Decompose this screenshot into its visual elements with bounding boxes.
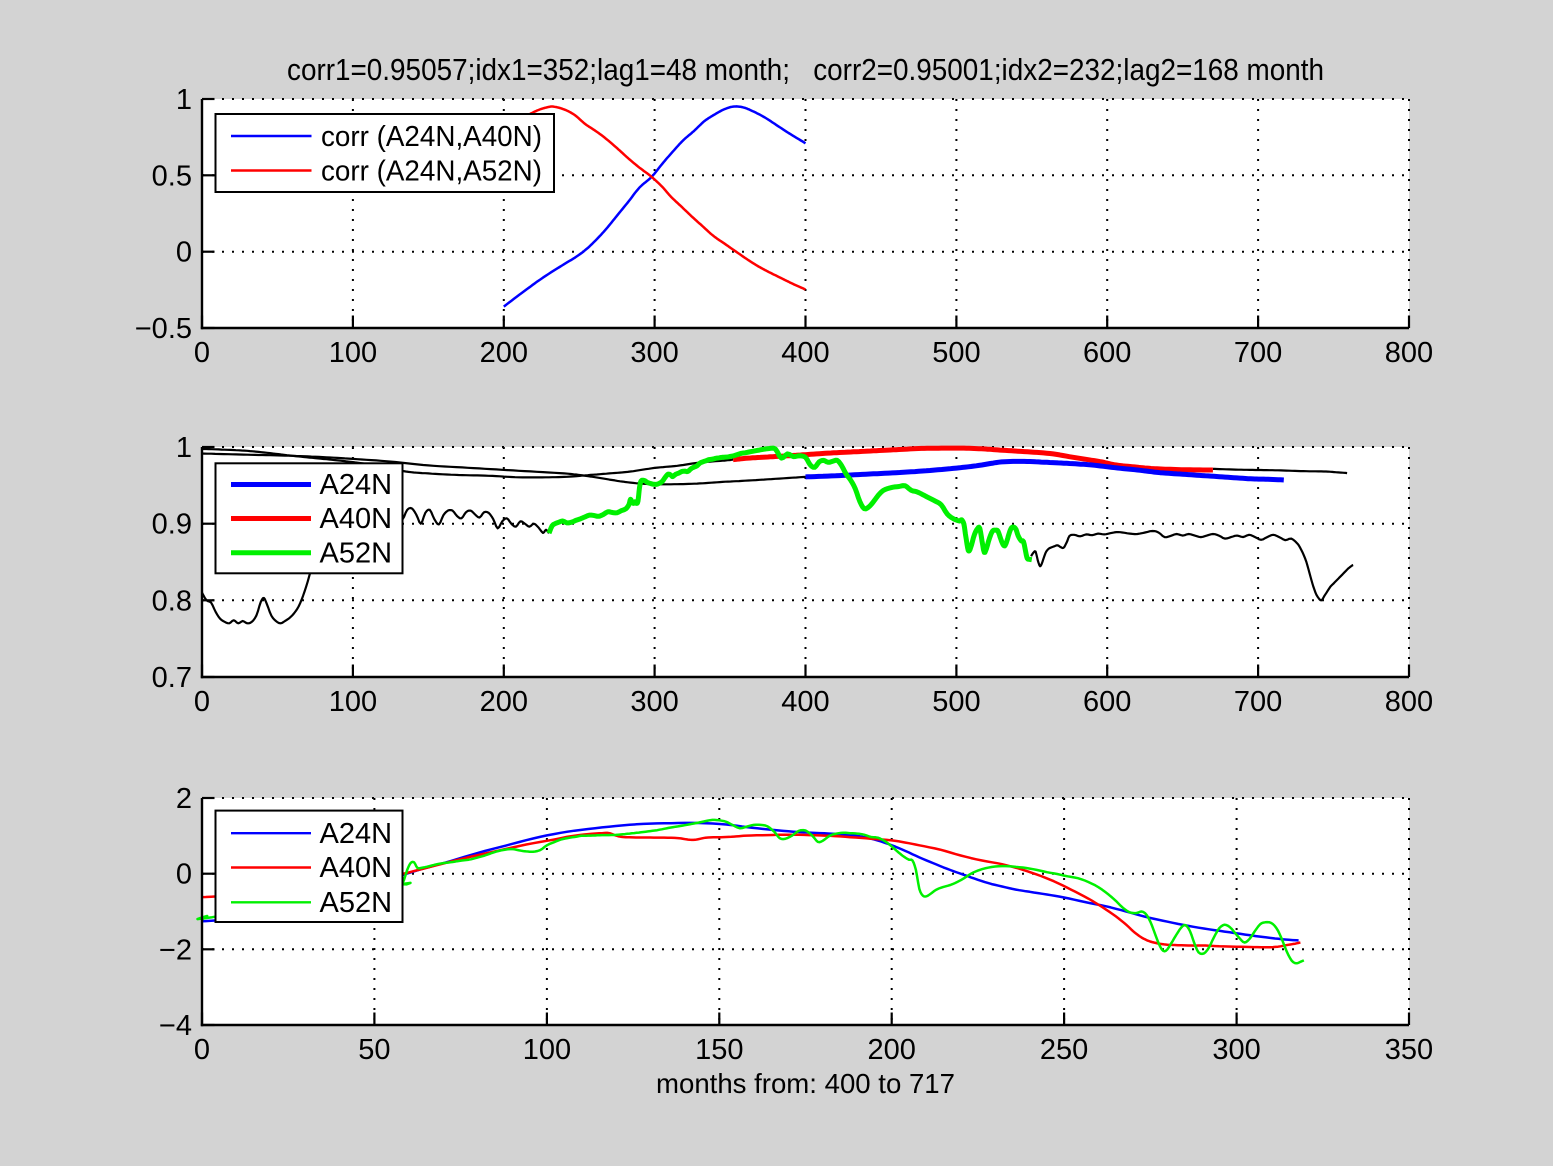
svg-text:0.7: 0.7 [152, 662, 192, 694]
svg-text:0.5: 0.5 [152, 160, 192, 192]
svg-text:500: 500 [932, 337, 980, 369]
svg-text:500: 500 [932, 686, 980, 718]
svg-text:corr1=0.95057;idx1=352;lag1=48: corr1=0.95057;idx1=352;lag1=48 month; co… [287, 52, 1324, 87]
svg-text:700: 700 [1234, 686, 1282, 718]
svg-text:250: 250 [1040, 1034, 1088, 1066]
svg-text:200: 200 [868, 1034, 916, 1066]
svg-text:100: 100 [329, 686, 377, 718]
svg-text:200: 200 [480, 686, 528, 718]
svg-text:A52N: A52N [320, 537, 393, 569]
svg-text:0.8: 0.8 [152, 585, 192, 617]
svg-text:months from: 400 to 717: months from: 400 to 717 [656, 1068, 955, 1099]
svg-text:−4: −4 [159, 1010, 192, 1042]
svg-text:A24N: A24N [320, 818, 393, 850]
svg-text:300: 300 [630, 337, 678, 369]
svg-text:2: 2 [176, 783, 192, 815]
svg-text:400: 400 [781, 686, 829, 718]
svg-text:800: 800 [1385, 686, 1433, 718]
svg-text:corr (A24N,A40N): corr (A24N,A40N) [321, 121, 542, 153]
svg-text:corr (A24N,A52N): corr (A24N,A52N) [321, 156, 542, 188]
svg-text:0: 0 [194, 337, 210, 369]
svg-text:0: 0 [176, 859, 192, 891]
svg-text:A52N: A52N [320, 887, 393, 919]
svg-text:700: 700 [1234, 337, 1282, 369]
svg-text:1: 1 [176, 432, 192, 464]
svg-text:A40N: A40N [320, 503, 393, 535]
svg-text:150: 150 [695, 1034, 743, 1066]
svg-text:1: 1 [176, 84, 192, 116]
svg-text:600: 600 [1083, 686, 1131, 718]
svg-text:100: 100 [329, 337, 377, 369]
svg-text:0: 0 [194, 1034, 210, 1066]
svg-text:200: 200 [480, 337, 528, 369]
svg-text:350: 350 [1385, 1034, 1433, 1066]
svg-text:100: 100 [523, 1034, 571, 1066]
svg-text:300: 300 [630, 686, 678, 718]
svg-text:0.9: 0.9 [152, 509, 192, 541]
svg-text:800: 800 [1385, 337, 1433, 369]
svg-text:−0.5: −0.5 [135, 313, 192, 345]
svg-text:0: 0 [176, 237, 192, 269]
svg-text:300: 300 [1212, 1034, 1260, 1066]
svg-text:600: 600 [1083, 337, 1131, 369]
svg-text:50: 50 [358, 1034, 390, 1066]
svg-text:−2: −2 [159, 934, 192, 966]
svg-text:A40N: A40N [320, 852, 393, 884]
svg-text:A24N: A24N [320, 469, 393, 501]
svg-text:400: 400 [781, 337, 829, 369]
svg-text:0: 0 [194, 686, 210, 718]
